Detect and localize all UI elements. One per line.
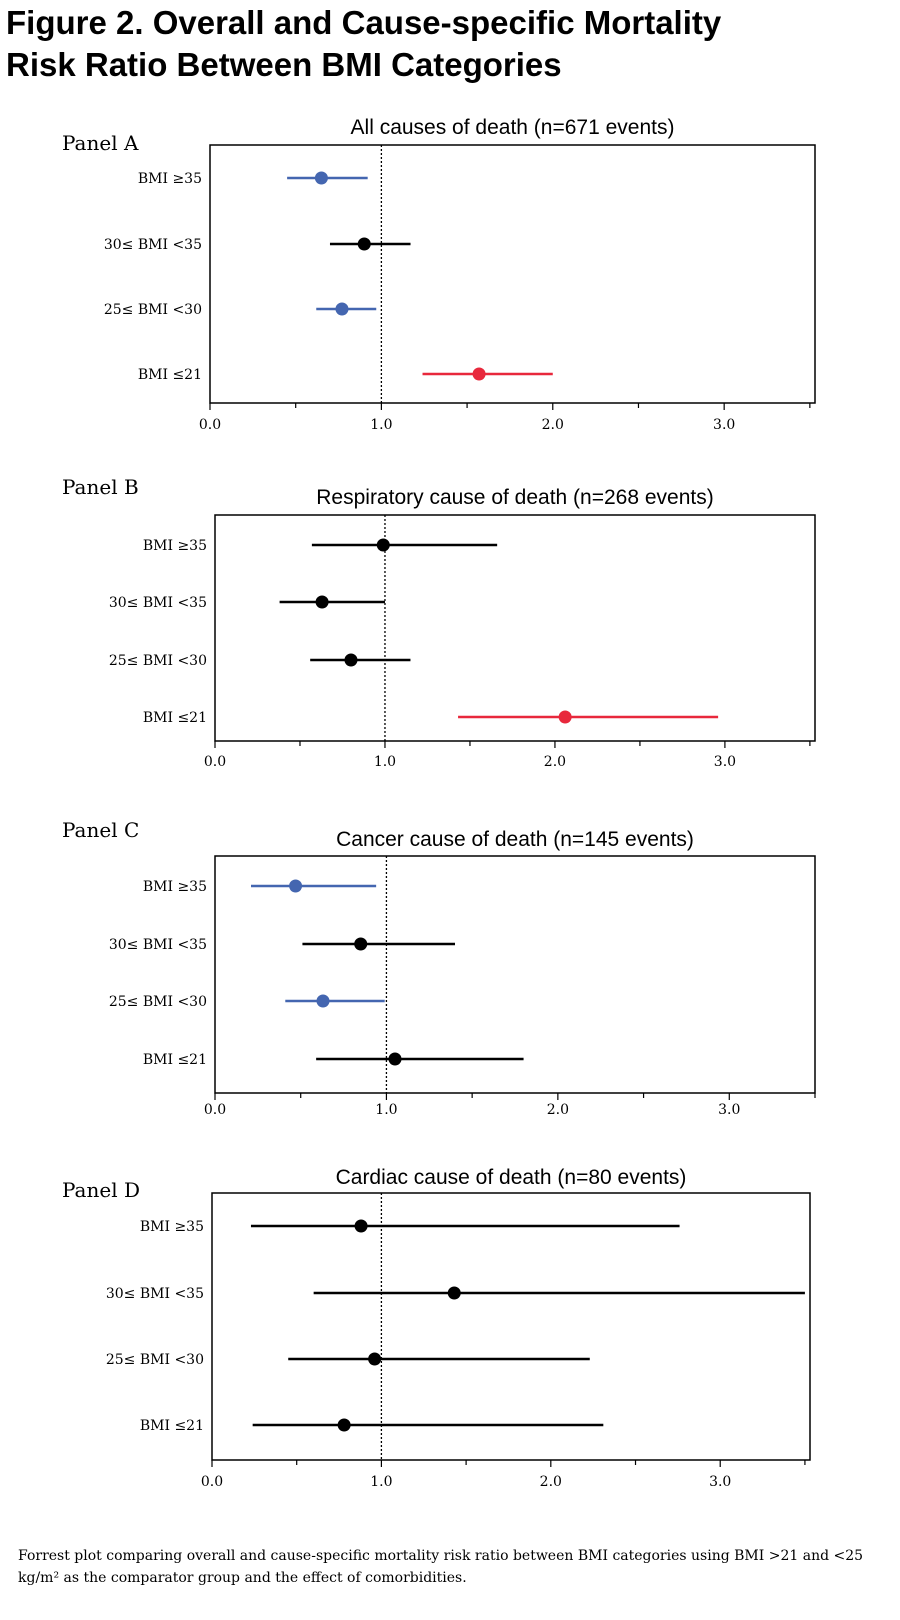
category-label: 25≤ BMI <30 [106,1352,204,1368]
panel-c-plot-frame [214,855,816,1094]
figure-title-line-2: Risk Ratio Between BMI Categories [6,46,562,83]
panel-c-label: Panel C [62,818,139,842]
panel-c-title: Cancer cause of death (n=145 events) [336,828,694,851]
point-estimate [447,1286,461,1300]
point-estimate [335,302,349,316]
point-estimate [558,710,572,724]
category-label: 30≤ BMI <35 [104,237,202,253]
point-estimate [354,937,368,951]
x-tick-label: 0.0 [199,417,221,433]
x-tick-label: 3.0 [714,754,736,770]
x-tick-label: 0.0 [204,754,226,770]
category-label: 25≤ BMI <30 [104,302,202,318]
point-estimate [315,595,329,609]
panel-d: Panel D Cardiac cause of death (n=80 even… [62,1166,811,1490]
point-estimate [472,367,486,381]
point-estimate [354,1219,368,1233]
x-tick-label: 2.0 [540,1474,562,1490]
panel-d-plot-frame [211,1192,811,1461]
panel-b-plot-frame [214,514,816,742]
category-label: 25≤ BMI <30 [109,653,207,669]
x-tick-label: 1.0 [370,417,392,433]
category-label: 30≤ BMI <35 [109,595,207,611]
point-estimate [289,879,303,893]
figure-caption: Forrest plot comparing overall and cause… [18,1548,864,1586]
figure-title-line-1: Figure 2. Overall and Cause-specific Mor… [6,4,722,41]
category-label: 30≤ BMI <35 [109,937,207,953]
panel-a: Panel A All causes of death (n=671 events… [62,116,816,433]
point-estimate [314,171,328,185]
x-tick-label: 1.0 [375,1102,397,1118]
category-label: BMI ≥35 [143,879,207,895]
x-tick-label: 2.0 [544,754,566,770]
category-label: BMI ≥35 [143,538,207,554]
point-estimate [344,653,358,667]
x-tick-label: 0.0 [201,1474,223,1490]
category-label: 30≤ BMI <35 [106,1286,204,1302]
point-estimate [368,1352,382,1366]
x-tick-label: 2.0 [547,1102,569,1118]
category-label: BMI ≤21 [143,710,207,726]
x-tick-label: 3.0 [709,1474,731,1490]
category-label: BMI ≤21 [143,1052,207,1068]
point-estimate [388,1052,402,1066]
point-estimate [376,538,390,552]
x-tick-label: 0.0 [204,1102,226,1118]
x-tick-label: 1.0 [370,1474,392,1490]
panel-d-title: Cardiac cause of death (n=80 events) [336,1166,687,1189]
category-label: BMI ≥35 [140,1219,204,1235]
x-tick-label: 1.0 [374,754,396,770]
panel-a-title: All causes of death (n=671 events) [351,116,675,139]
category-label: BMI ≤21 [138,367,202,383]
category-label: BMI ≤21 [140,1418,204,1434]
figure-title: Figure 2. Overall and Cause-specific Mor… [6,2,886,86]
panel-a-plot-frame [209,144,816,404]
point-estimate [316,994,330,1008]
category-label: BMI ≥35 [138,171,202,187]
panel-b: Panel B Respiratory cause of death (n=268… [62,475,816,770]
panel-c: Panel C Cancer cause of death (n=145 even… [62,818,816,1118]
point-estimate [357,237,371,251]
panel-b-title: Respiratory cause of death (n=268 events… [316,486,713,509]
category-label: 25≤ BMI <30 [109,994,207,1010]
panel-a-label: Panel A [62,131,139,155]
panel-b-label: Panel B [62,475,139,499]
point-estimate [337,1418,351,1432]
x-tick-label: 3.0 [718,1102,740,1118]
x-tick-label: 2.0 [542,417,564,433]
x-tick-label: 3.0 [713,417,735,433]
panel-d-label: Panel D [62,1178,140,1202]
